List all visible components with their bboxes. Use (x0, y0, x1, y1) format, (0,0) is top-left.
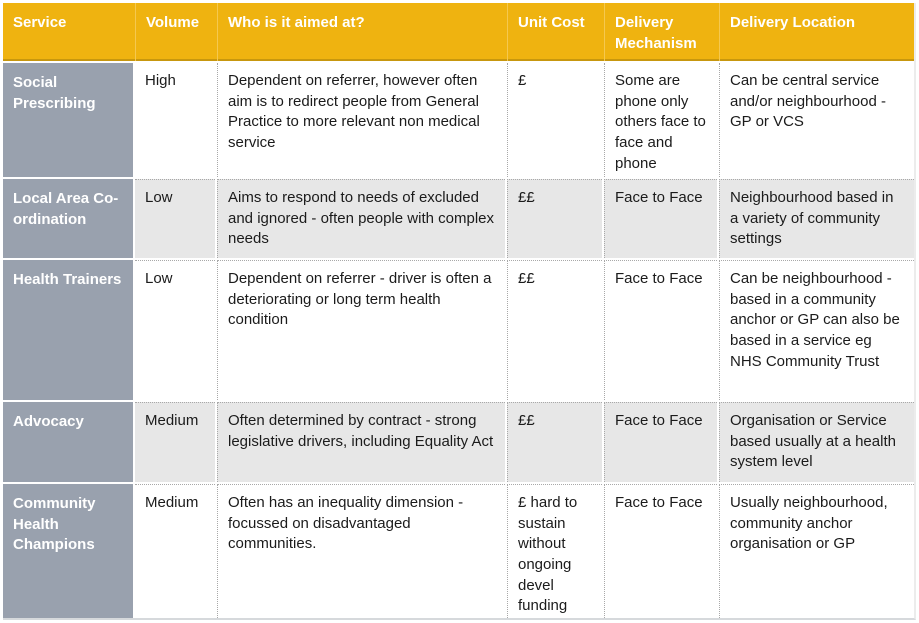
service-cell: Health Trainers (3, 260, 133, 400)
volume-cell: Low (135, 179, 215, 258)
delivery-location-cell: Can be central service and/or neighbourh… (719, 63, 914, 177)
aimed-at-cell: Dependent on referrer - driver is often … (217, 260, 505, 400)
volume-cell: Low (135, 260, 215, 400)
aimed-at-cell: Dependent on referrer, however often aim… (217, 63, 505, 177)
header-row-background (3, 3, 914, 61)
column-header-volume: Volume (135, 3, 215, 61)
service-cell: Community Health Champions (3, 484, 133, 618)
aimed-at-cell: Aims to respond to needs of excluded and… (217, 179, 505, 258)
delivery-location-cell: Can be neighbourhood - based in a commun… (719, 260, 914, 400)
unit-cost-cell: £ hard to sustain without ongoing devel … (507, 484, 602, 618)
delivery-mechanism-cell: Some are phone only others face to face … (604, 63, 717, 177)
volume-cell: Medium (135, 484, 215, 618)
aimed-at-cell: Often determined by contract - strong le… (217, 402, 505, 482)
delivery-mechanism-cell: Face to Face (604, 484, 717, 618)
delivery-mechanism-cell: Face to Face (604, 179, 717, 258)
unit-cost-cell: ££ (507, 260, 602, 400)
column-header-service: Service (13, 14, 67, 31)
service-cell: Local Area Co-ordination (3, 179, 133, 258)
delivery-location-cell: Usually neighbourhood, community anchor … (719, 484, 914, 618)
delivery-location-cell: Organisation or Service based usually at… (719, 402, 914, 482)
volume-cell: High (135, 63, 215, 177)
column-header-aimed-at: Who is it aimed at? (217, 3, 505, 61)
column-header-delivery-location: Delivery Location (719, 3, 914, 61)
delivery-location-cell: Neighbourhood based in a variety of comm… (719, 179, 914, 258)
delivery-mechanism-cell: Face to Face (604, 260, 717, 400)
unit-cost-cell: £ (507, 63, 602, 177)
delivery-mechanism-cell: Face to Face (604, 402, 717, 482)
service-cell: Social Prescribing (3, 63, 133, 177)
aimed-at-cell: Often has an inequality dimension - focu… (217, 484, 505, 618)
column-header-delivery-mechanism: Delivery Mechanism (604, 3, 717, 61)
column-header-unit-cost: Unit Cost (507, 3, 602, 61)
service-cell: Advocacy (3, 402, 133, 482)
unit-cost-cell: ££ (507, 402, 602, 482)
services-table: Service Volume Who is it aimed at? Unit … (3, 3, 916, 620)
volume-cell: Medium (135, 402, 215, 482)
unit-cost-cell: ££ (507, 179, 602, 258)
